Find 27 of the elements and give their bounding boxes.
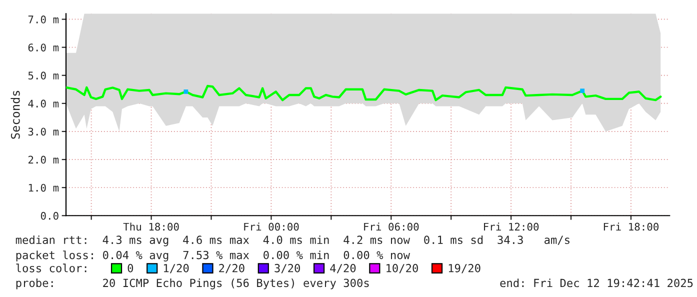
y-tick-label: 6.0 m [28,44,59,52]
legend-label: 3/20 [274,264,300,274]
text: median rtt: 4.3 ms avg 4.6 ms max 4.0 ms min 4.2 ms now 0.1 ms sd 34.3 am/s [16,235,570,246]
legend-label: 4/20 [330,264,356,274]
text: packet loss: 0.04 % avg 7.53 % max 0.00 % min 0.00 % now [16,250,410,262]
legend-label: 2/20 [219,264,244,274]
y-tick-label: 7.0 m [28,16,59,24]
x-tick-label: Fri 18:00 [604,222,659,231]
y-tick-label: 0.0 [40,212,58,220]
text: end: Fri Dec 12 19:42:41 2025 [500,278,693,288]
y-tick-label: 2.0 m [28,156,59,164]
line-series [66,84,662,102]
legend-label: 19/20 [448,264,480,274]
x-tick-label: Fri 06:00 [364,222,419,231]
x-tick-label: Fri 00:00 [244,222,299,231]
x-tick-label: Fri 12:00 [484,222,539,231]
text: probe: 20 ICMP Echo Pings (56 Bytes) every 300s [16,278,369,290]
y-tick-label: 1.0 m [28,184,59,192]
legend-label: 1/20 [164,264,189,274]
legend-label: 10/20 [386,264,418,274]
y-axis-title: Seconds [10,90,20,139]
legend-title: loss color: [16,264,86,272]
y-tick-label: 3.0 m [28,128,59,136]
y-tick-label: 4.0 m [28,100,59,108]
x-tick-label: Thu 18:00 [123,222,179,231]
legend-label: 0 [128,264,134,272]
y-tick-label: 5.0 m [28,72,59,80]
